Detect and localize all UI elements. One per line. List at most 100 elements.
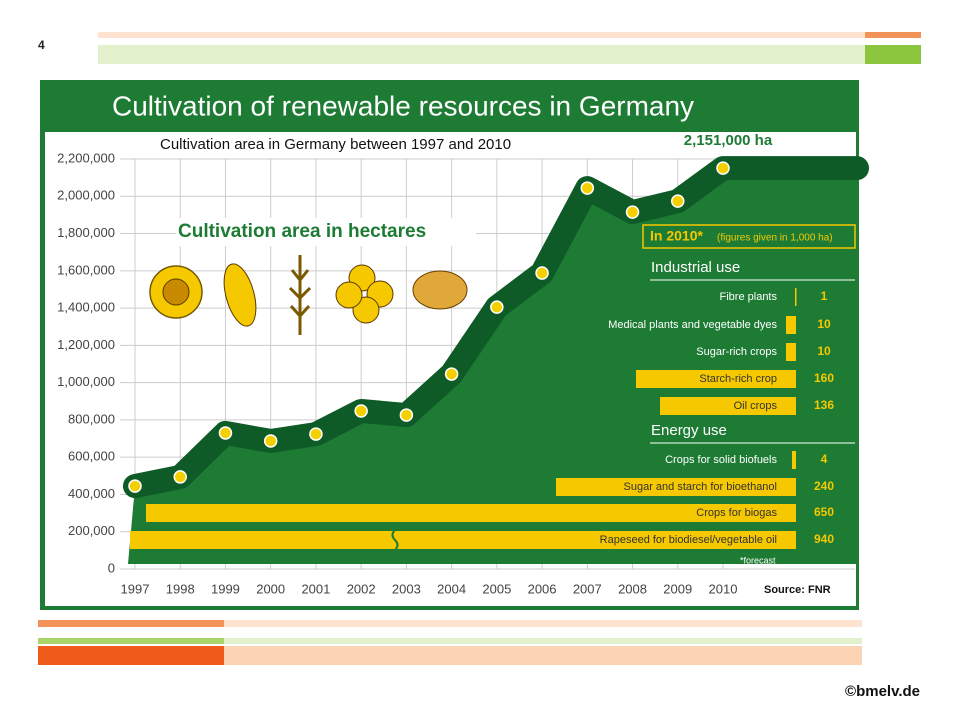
bar-label: Starch-rich crop	[699, 373, 777, 385]
x-tick-label: 2005	[482, 581, 511, 596]
point	[671, 194, 685, 208]
point	[444, 367, 459, 381]
x-tick-label: 2008	[618, 581, 647, 596]
group-header: Energy use	[651, 422, 727, 439]
point	[399, 408, 414, 422]
value-label: 4	[821, 452, 828, 466]
y-tick-label: 200,000	[68, 523, 115, 538]
deco-bar	[98, 45, 865, 64]
x-tick-label: 2009	[663, 581, 692, 596]
point	[128, 479, 142, 493]
x-tick-label: 2002	[347, 581, 376, 596]
deco-bar	[865, 45, 921, 64]
x-tick-label: 2007	[573, 581, 602, 596]
bar	[660, 397, 796, 415]
deco-bar	[224, 646, 862, 665]
area-fill	[128, 168, 857, 564]
x-tick-label: 2003	[392, 581, 421, 596]
rapeseed-icon	[335, 264, 394, 324]
x-tick-label: 1999	[211, 581, 240, 596]
y-tick-label: 0	[108, 560, 115, 575]
chart-title: Cultivation of renewable resources in Ge…	[112, 90, 694, 121]
footnote: *forecast	[740, 555, 776, 565]
value-label: 2,151,000 ha	[684, 132, 773, 149]
potato-icon	[412, 270, 468, 310]
y-tick-label: 1,800,000	[57, 225, 115, 240]
box-subtitle: (figures given in 1,000 ha)	[717, 233, 833, 244]
x-tick-label: 2004	[437, 581, 466, 596]
point	[309, 427, 323, 441]
deco-bar	[224, 620, 862, 627]
bar	[795, 288, 797, 306]
bar-label: Rapeseed for biodiesel/vegetable oil	[600, 534, 777, 546]
point	[625, 205, 640, 219]
x-tick-label: 1997	[121, 581, 150, 596]
x-tick-label: 2001	[301, 581, 330, 596]
point	[354, 404, 368, 418]
slide-number: 4	[38, 38, 45, 52]
x-tick-label: 1998	[166, 581, 195, 596]
value-label: 650	[814, 505, 834, 519]
y-tick-label: 2,200,000	[57, 150, 115, 165]
point	[580, 181, 595, 195]
value-label: 160	[814, 371, 834, 385]
y-tick-label: 1,200,000	[57, 337, 115, 352]
group-header: Industrial use	[651, 259, 740, 276]
y-tick-label: 800,000	[68, 411, 115, 426]
sunflower-icon	[162, 278, 190, 306]
wheat-icon	[288, 255, 312, 335]
deco-bar	[98, 32, 865, 38]
y-tick-label: 1,000,000	[57, 374, 115, 389]
x-tick-label: 2006	[528, 581, 557, 596]
label-bg	[176, 218, 476, 246]
point	[490, 300, 504, 314]
deco-bar	[38, 620, 224, 627]
bar	[636, 370, 796, 388]
point	[173, 470, 187, 484]
footer: ©bmelv.de	[845, 683, 920, 700]
bar-label: Sugar and starch for bioethanol	[624, 481, 778, 493]
deco-bar	[224, 638, 862, 644]
plant-icons	[149, 255, 468, 335]
value-label: 136	[814, 398, 834, 412]
legend-box	[642, 224, 856, 249]
bar-label: Crops for biogas	[696, 507, 777, 519]
deco-bar	[38, 638, 224, 644]
bar-label: Oil crops	[734, 400, 778, 412]
x-tick-label: 2000	[256, 581, 285, 596]
annotation: Cultivation area in hectares	[178, 221, 426, 242]
bar	[792, 451, 796, 469]
value-label: 240	[814, 479, 834, 493]
bar-label: Medical plants and vegetable dyes	[608, 319, 777, 331]
chart-subtitle: Cultivation area in Germany between 1997…	[160, 136, 511, 153]
y-tick-label: 2,000,000	[57, 188, 115, 203]
y-tick-label: 600,000	[68, 449, 115, 464]
deco-bar	[865, 32, 921, 38]
corn-icon	[223, 263, 257, 327]
y-tick-label: 400,000	[68, 486, 115, 501]
y-tick-label: 1,400,000	[57, 300, 115, 315]
value-label: 1	[821, 289, 828, 303]
source: Source: FNR	[764, 584, 831, 596]
value-label: 10	[817, 317, 831, 331]
bar	[786, 316, 796, 334]
bar-label: Crops for solid biofuels	[665, 454, 777, 466]
value-label: 10	[817, 344, 831, 358]
point	[218, 426, 233, 440]
bar-label: Sugar-rich crops	[696, 346, 777, 358]
bar	[556, 478, 796, 496]
breakdown: In 2010* (figures given in 1,000 ha) Indus…	[130, 224, 856, 565]
point	[263, 434, 278, 448]
bar-label: Fibre plants	[720, 291, 778, 303]
area-layer: 2,151,000 ha	[123, 132, 869, 564]
x-tick-label: 2010	[709, 581, 738, 596]
point	[535, 266, 549, 280]
value-label: 940	[814, 532, 834, 546]
deco-bar	[38, 646, 224, 665]
bar	[146, 504, 796, 522]
bar	[786, 343, 796, 361]
bar	[130, 531, 796, 549]
y-tick-label: 1,600,000	[57, 262, 115, 277]
box-title: In 2010*	[650, 228, 703, 244]
